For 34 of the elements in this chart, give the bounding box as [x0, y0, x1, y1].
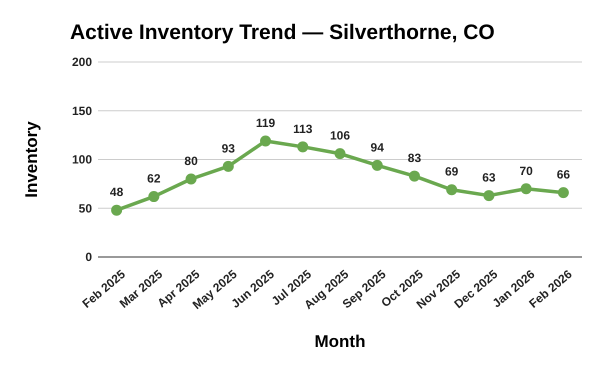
y-tick-label: 50 [78, 201, 92, 216]
data-label: 106 [330, 128, 350, 143]
data-label: 83 [408, 151, 422, 166]
y-tick-label: 0 [85, 250, 92, 264]
data-label: 93 [222, 141, 236, 156]
point [222, 160, 234, 172]
point [408, 170, 420, 182]
point [148, 191, 160, 202]
data-label: 62 [147, 172, 161, 186]
x-axis-title: Month [314, 332, 366, 351]
point [111, 204, 122, 216]
point [297, 141, 308, 152]
data-label: 119 [256, 116, 276, 130]
y-axis-title: Inventory [22, 120, 41, 198]
point [483, 190, 494, 202]
point [260, 135, 272, 146]
point [186, 174, 197, 184]
data-label: 80 [184, 154, 198, 168]
data-label: 113 [293, 122, 313, 136]
data-label: 69 [445, 164, 459, 179]
data-label: 48 [110, 185, 124, 200]
y-tick-label: 100 [72, 152, 92, 167]
data-label: 66 [556, 168, 570, 182]
data-label: 70 [519, 164, 534, 178]
y-tick-label: 150 [72, 104, 92, 118]
y-tick-label: 200 [72, 55, 92, 70]
data-label: 63 [482, 170, 496, 185]
point [372, 160, 383, 171]
point [446, 184, 458, 196]
data-label: 94 [370, 140, 384, 154]
point [558, 187, 569, 198]
point [520, 183, 532, 194]
chart-title: Active Inventory Trend — Silverthorne, CO [70, 21, 495, 44]
point [334, 148, 346, 160]
